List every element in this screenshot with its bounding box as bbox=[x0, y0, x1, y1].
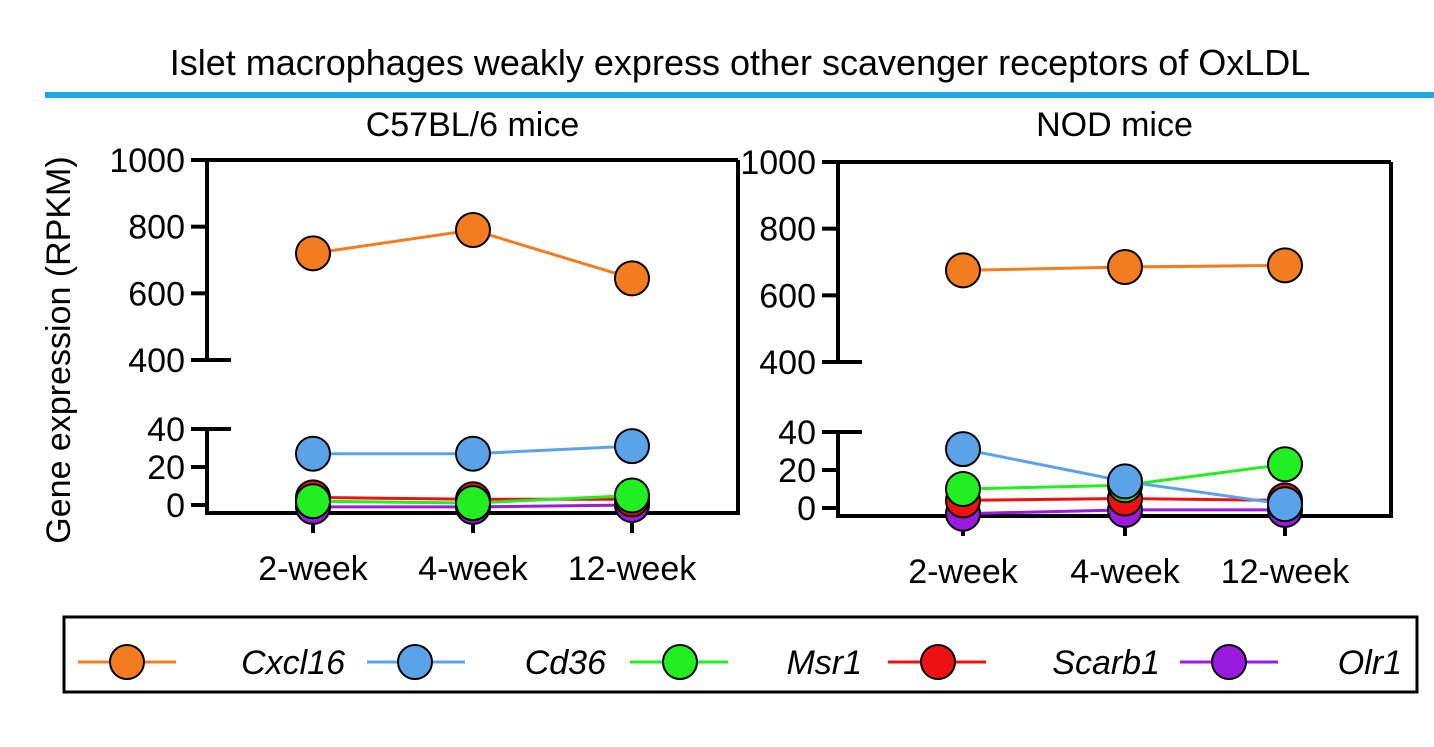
y-tick-label: 600 bbox=[759, 277, 816, 315]
series-cd36 bbox=[295, 428, 650, 472]
data-point bbox=[614, 477, 650, 514]
data-point bbox=[295, 483, 331, 520]
data-point bbox=[614, 260, 650, 297]
panel-title: NOD mice bbox=[1036, 106, 1193, 144]
legend-label: Msr1 bbox=[786, 644, 862, 682]
legend-box bbox=[62, 615, 1419, 694]
x-tick-label: 12-week bbox=[1221, 553, 1351, 591]
data-point bbox=[1267, 446, 1303, 483]
panel-title: C57BL/6 mice bbox=[366, 106, 580, 144]
y-tick-label: 0 bbox=[166, 487, 185, 525]
legend-label: Cxcl16 bbox=[241, 644, 345, 682]
legend-entry-cxcl16: Cxcl16 bbox=[78, 644, 345, 682]
data-point bbox=[1107, 463, 1143, 500]
figure-title: Islet macrophages weakly express other s… bbox=[170, 42, 1311, 83]
data-point bbox=[295, 435, 331, 472]
series-cd36 bbox=[945, 431, 1303, 523]
legend-entry-scarb1: Scarb1 bbox=[888, 644, 1160, 682]
series-cxcl16 bbox=[945, 247, 1303, 289]
y-tick-label: 800 bbox=[128, 209, 185, 247]
legend-marker bbox=[1211, 644, 1247, 680]
legend-label: Olr1 bbox=[1338, 644, 1402, 682]
x-tick-label: 4-week bbox=[418, 550, 529, 588]
data-point bbox=[945, 252, 981, 289]
legend-label: Scarb1 bbox=[1052, 644, 1160, 682]
data-point bbox=[945, 431, 981, 468]
data-point bbox=[945, 471, 981, 507]
x-tick-label: 2-week bbox=[908, 553, 1019, 591]
y-tick-label: 1000 bbox=[740, 144, 816, 182]
y-tick-label: 400 bbox=[128, 342, 185, 380]
legend-marker bbox=[397, 644, 433, 680]
data-point bbox=[455, 435, 491, 472]
y-axis-label: Gene expression (RPKM) bbox=[40, 156, 78, 543]
data-point bbox=[455, 485, 491, 522]
legend-entry-cd36: Cd36 bbox=[367, 644, 606, 682]
legend-entry-olr1: Olr1 bbox=[1180, 644, 1402, 682]
y-tick-label: 1000 bbox=[109, 142, 185, 180]
data-point bbox=[1267, 247, 1303, 284]
y-tick-label: 800 bbox=[759, 211, 816, 249]
y-tick-label: 40 bbox=[147, 411, 185, 449]
series-msr1 bbox=[295, 477, 650, 522]
data-point bbox=[1107, 249, 1143, 285]
legend-marker bbox=[109, 644, 145, 680]
legend-marker bbox=[662, 644, 698, 680]
y-tick-label: 600 bbox=[128, 275, 185, 313]
data-point bbox=[455, 212, 491, 248]
y-tick-label: 0 bbox=[797, 490, 816, 528]
legend-label: Cd36 bbox=[525, 644, 606, 682]
x-tick-label: 2-week bbox=[258, 550, 369, 588]
x-tick-label: 4-week bbox=[1070, 553, 1181, 591]
y-tick-label: 40 bbox=[778, 414, 816, 452]
data-point bbox=[614, 428, 650, 465]
series-cxcl16 bbox=[295, 212, 650, 297]
data-point bbox=[295, 235, 331, 272]
x-tick-label: 12-week bbox=[568, 550, 698, 588]
y-tick-label: 20 bbox=[147, 449, 185, 487]
y-tick-label: 20 bbox=[778, 452, 816, 490]
y-tick-label: 400 bbox=[759, 344, 816, 382]
legend-entry-msr1: Msr1 bbox=[630, 644, 862, 682]
legend: Cxcl16 Cd36 Msr1 Scarb1 Olr1 bbox=[62, 615, 1419, 694]
legend-marker bbox=[920, 644, 956, 680]
data-point bbox=[1267, 486, 1303, 523]
